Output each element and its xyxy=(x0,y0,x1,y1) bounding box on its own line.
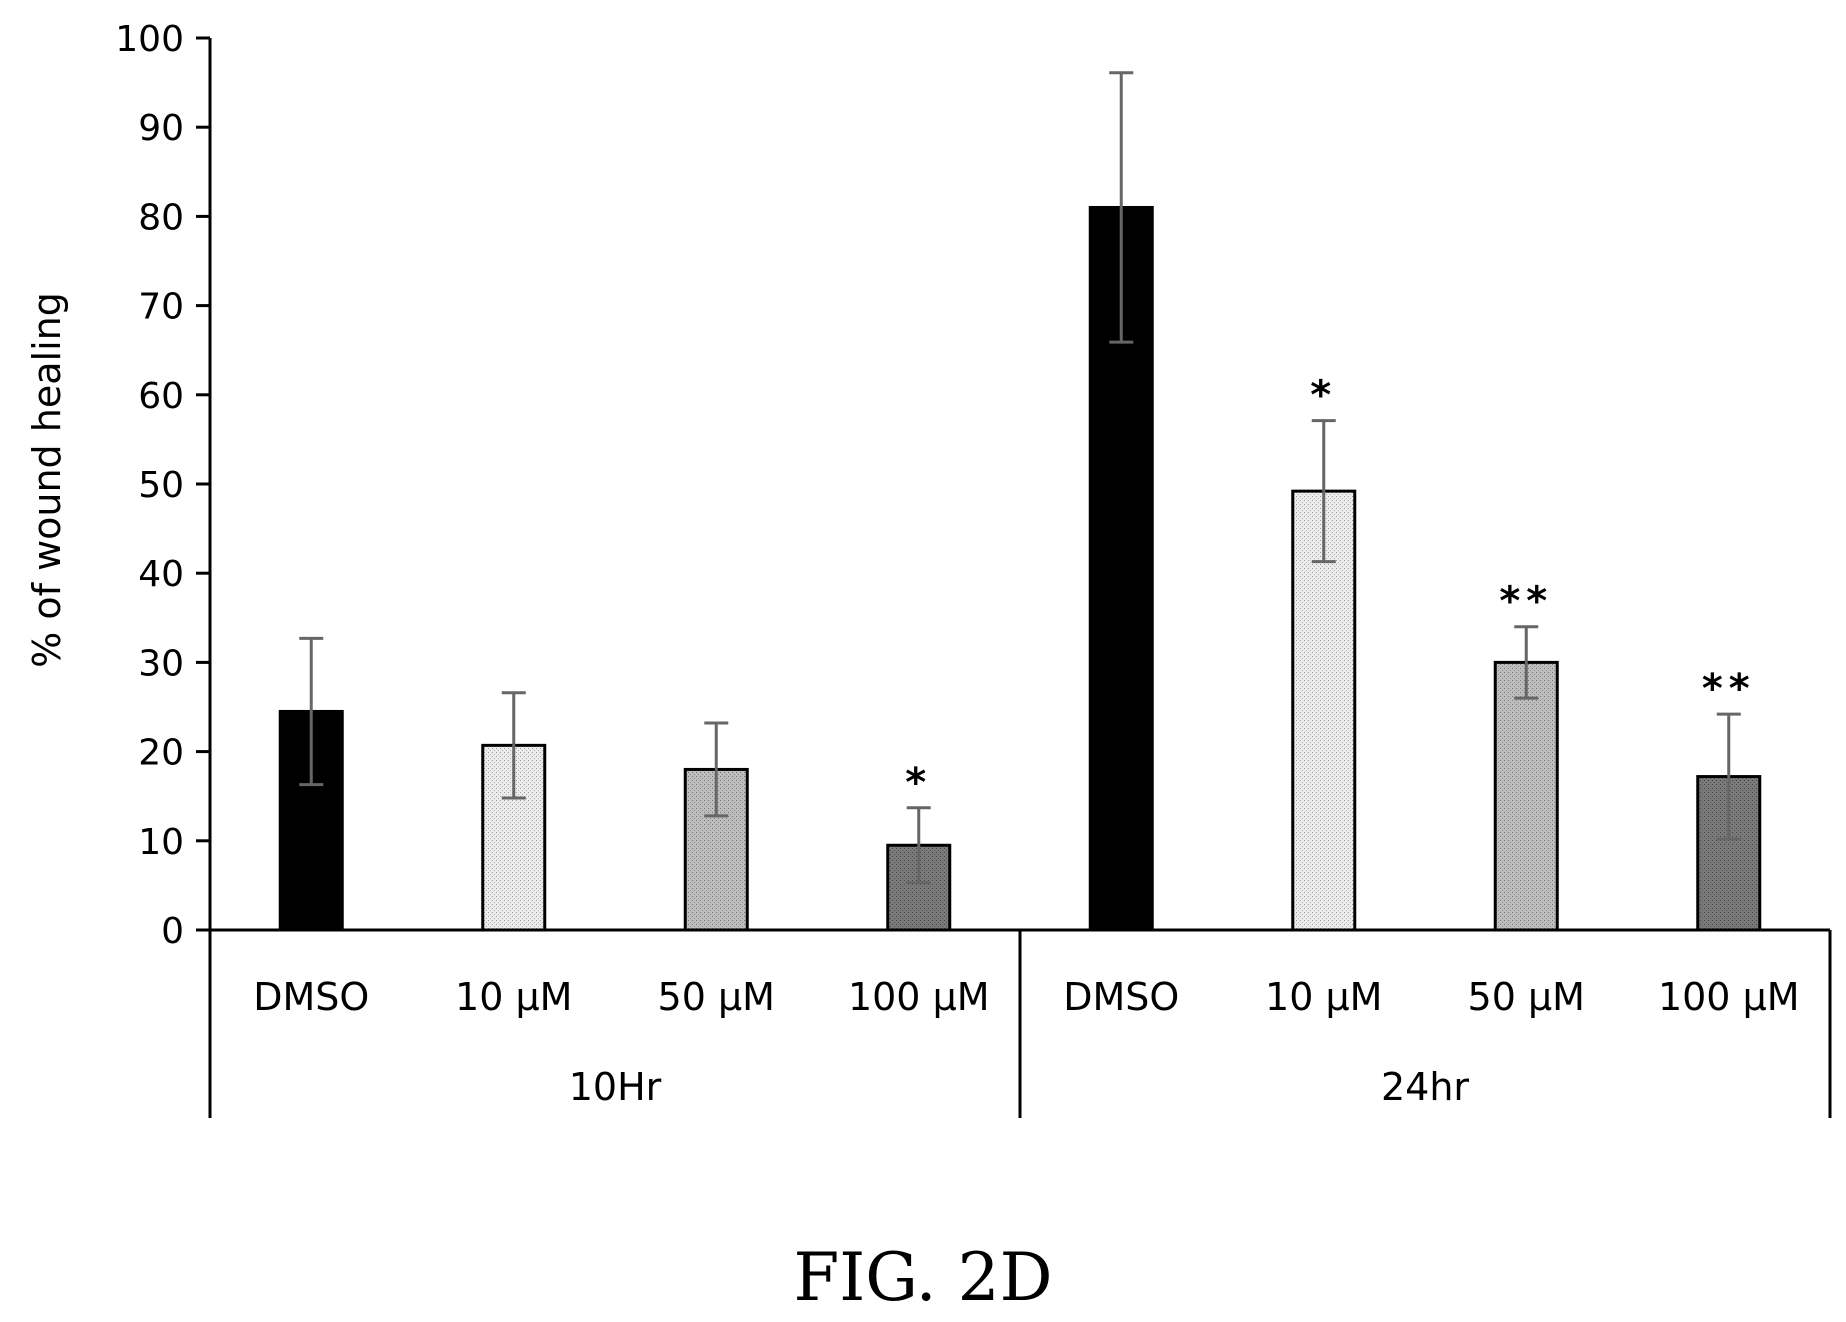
y-tick-label: 50 xyxy=(138,465,184,506)
significance-marker: ** xyxy=(1499,579,1553,625)
x-category-label: 50 µM xyxy=(658,975,775,1019)
figure-caption: FIG. 2D xyxy=(793,1239,1052,1316)
x-axis: DMSO 10 µM 50 µM 100 µM 10Hr DMSO 10 µM 50 µM 10… xyxy=(208,928,1832,1118)
x-category-label: 10 µM xyxy=(1265,975,1382,1019)
y-tick-label: 70 xyxy=(138,287,184,328)
significance-marker: ** xyxy=(1702,666,1756,712)
x-category-label: 100 µM xyxy=(848,975,990,1019)
x-category-label: 10 µM xyxy=(455,975,572,1019)
bar xyxy=(1493,660,1559,932)
y-tick-label: 90 xyxy=(138,108,184,149)
y-tick-label: 0 xyxy=(161,911,184,952)
significance-marker: * xyxy=(905,760,932,806)
y-tick-label: 30 xyxy=(138,643,184,684)
y-tick-label: 100 xyxy=(115,19,184,60)
x-category-label: DMSO xyxy=(1063,975,1179,1019)
bars-layer: ****** xyxy=(278,71,1762,932)
y-axis-label: % of wound healing xyxy=(25,292,69,668)
y-tick-label: 80 xyxy=(138,197,184,238)
x-category-label: 50 µM xyxy=(1468,975,1585,1019)
y-tick-label: 10 xyxy=(138,822,184,863)
bar xyxy=(1291,489,1357,932)
y-axis: 0 10 20 30 40 50 60 70 80 90 100 xyxy=(115,19,212,952)
x-category-label: DMSO xyxy=(253,975,369,1019)
y-tick-label: 40 xyxy=(138,554,184,595)
y-tick-label: 20 xyxy=(138,733,184,774)
x-group-label: 24hr xyxy=(1381,1065,1469,1109)
x-category-label: 100 µM xyxy=(1658,975,1800,1019)
x-group-label: 10Hr xyxy=(569,1065,662,1109)
y-tick-label: 60 xyxy=(138,376,184,417)
significance-marker: * xyxy=(1310,373,1337,419)
